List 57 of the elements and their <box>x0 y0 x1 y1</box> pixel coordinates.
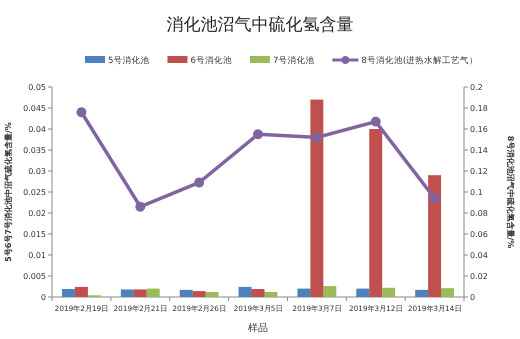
bar <box>192 291 206 297</box>
y-tick-label: 0.005 <box>23 272 46 281</box>
bar <box>146 288 160 297</box>
point <box>370 116 381 127</box>
legend-label: 6号消化池 <box>190 55 232 66</box>
legend-label: 7号消化池 <box>272 55 314 66</box>
y-tick-label: 0.015 <box>23 230 46 239</box>
point <box>135 202 146 212</box>
y-tick-label: 0.03 <box>28 167 46 176</box>
y-tick-label: 0.02 <box>28 209 46 218</box>
point <box>312 132 322 142</box>
bar <box>252 289 264 297</box>
y2-tick-label: 0.1 <box>470 188 483 197</box>
point <box>76 107 86 118</box>
chart-title: 消化池沼气中硫化氢含量 <box>166 15 354 35</box>
y-tick-label: 0.05 <box>28 83 46 92</box>
bar <box>120 289 134 297</box>
y-tick-label: 0.04 <box>28 125 46 134</box>
y2-tick-label: 0.12 <box>470 167 488 176</box>
bar <box>369 129 382 297</box>
y2-tick-label: 0.04 <box>470 251 488 260</box>
bar <box>415 290 428 297</box>
bar <box>62 289 75 297</box>
y2-tick-label: 0 <box>470 293 476 302</box>
y-tick-label: 0.025 <box>23 188 46 197</box>
bar <box>180 290 193 297</box>
legend-label: 8号消化池(进热水解工艺气） <box>361 55 478 66</box>
bar <box>441 288 454 297</box>
point <box>194 178 204 188</box>
y2-tick-label: 0.14 <box>470 146 488 155</box>
bar <box>428 175 442 297</box>
y2-axis-title: 8号消化池沼气中硫化氢含量/% <box>506 136 516 248</box>
y-axis-title: 5号6号7号消化池中沼气硫化氢含量/% <box>3 122 13 262</box>
bar <box>264 292 278 297</box>
y2-tick-label: 0.08 <box>470 209 488 218</box>
y2-tick-label: 0.06 <box>470 230 488 239</box>
legend-label: 5号消化池 <box>108 55 150 66</box>
y-tick-label: 0.045 <box>23 104 46 113</box>
point <box>253 129 263 140</box>
y2-tick-label: 0.02 <box>470 272 488 281</box>
bar <box>297 288 310 297</box>
bar <box>134 289 147 297</box>
bar <box>206 292 219 297</box>
y-tick-label: 0.01 <box>28 251 46 260</box>
y2-tick-label: 0.18 <box>470 104 488 113</box>
bar <box>356 288 370 297</box>
point <box>430 193 440 204</box>
bar <box>74 286 88 297</box>
y2-tick-label: 0.2 <box>470 83 483 92</box>
y-tick-label: 0 <box>40 293 46 302</box>
bar <box>310 100 324 297</box>
bar <box>238 286 252 297</box>
bar <box>382 288 396 297</box>
bar <box>323 286 336 297</box>
y-tick-label: 0.035 <box>23 146 46 155</box>
x-axis-title: 样品 <box>248 322 268 334</box>
y2-tick-label: 0.16 <box>470 125 488 134</box>
